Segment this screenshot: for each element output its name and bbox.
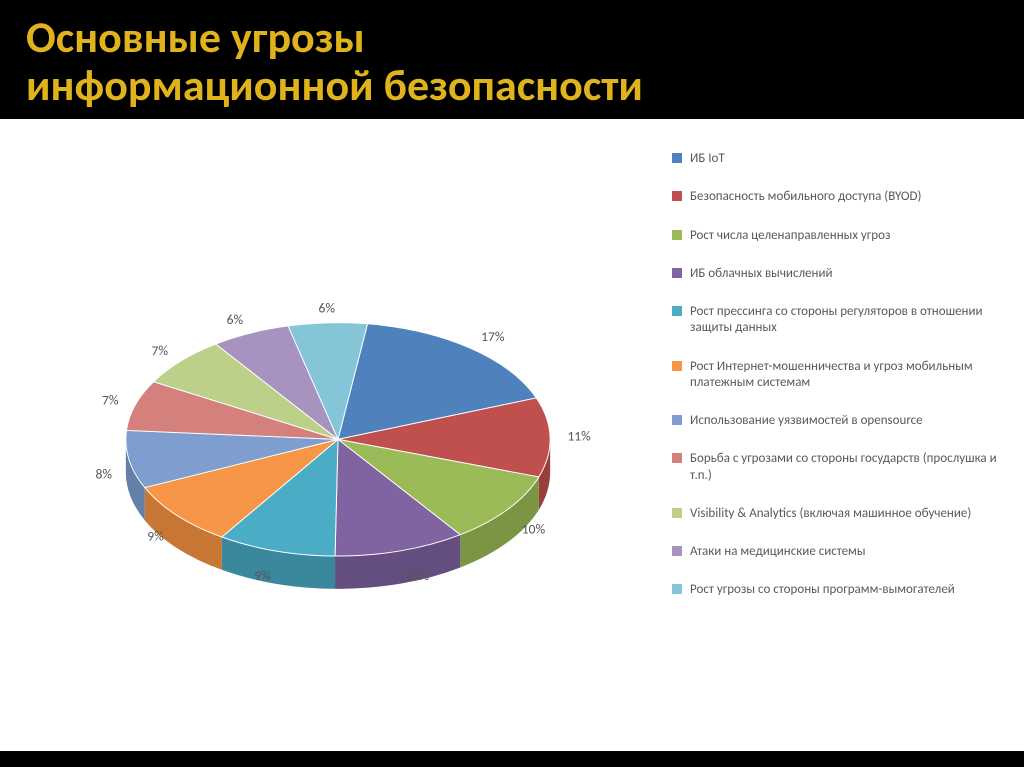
page-title: Основные угрозы информационной безопасно… (26, 14, 998, 109)
legend-swatch (672, 546, 682, 556)
pie-slice-label: 6% (319, 300, 336, 317)
legend-item: Использование уязвимостей в opensource (672, 413, 1002, 429)
legend-label: Рост прессинга со стороны регуляторов в … (690, 304, 1002, 337)
legend-label: Рост угрозы со стороны программ-вымогате… (690, 582, 1002, 598)
title-line-1: Основные угрозы (26, 10, 365, 64)
legend-label: ИБ облачных вычислений (690, 266, 1002, 282)
legend-swatch (672, 191, 682, 201)
legend-swatch (672, 453, 682, 463)
legend-label: Безопасность мобильного доступа (BYOD) (690, 189, 1002, 205)
pie-slice-label: 8% (95, 465, 112, 482)
legend-item: Борьба с угрозами со стороны государств … (672, 451, 1002, 484)
pie-slice-label: 10% (522, 521, 546, 538)
legend-item: Рост числа целенаправленных угроз (672, 228, 1002, 244)
legend-label: Борьба с угрозами со стороны государств … (690, 451, 1002, 484)
pie-slice-label: 7% (102, 392, 119, 409)
title-line-2: информационной безопасности (26, 58, 643, 112)
legend-item: Рост угрозы со стороны программ-вымогате… (672, 582, 1002, 598)
legend-swatch (672, 584, 682, 594)
legend-label: Использование уязвимостей в opensource (690, 413, 1002, 429)
legend-label: Рост числа целенаправленных угроз (690, 228, 1002, 244)
pie-slice-label: 7% (151, 342, 168, 359)
legend-swatch (672, 268, 682, 278)
pie-slice-label: 11% (567, 427, 591, 444)
legend-item: Visibility & Analytics (включая машинное… (672, 506, 1002, 522)
legend-item: ИБ облачных вычислений (672, 266, 1002, 282)
pie-slice-label: 10% (406, 567, 430, 584)
legend-swatch (672, 508, 682, 518)
legend-item: Рост прессинга со стороны регуляторов в … (672, 304, 1002, 337)
pie-slice-label: 9% (147, 527, 164, 544)
pie-slice-label: 9% (254, 567, 271, 584)
legend-label: Рост Интернет-мошенничества и угроз моби… (690, 359, 1002, 392)
legend-label: Visibility & Analytics (включая машинное… (690, 506, 1002, 522)
pie-slice-label: 17% (481, 328, 505, 345)
legend-label: ИБ IoT (690, 151, 1002, 167)
legend-swatch (672, 153, 682, 163)
legend-label: Атаки на медицинские системы (690, 544, 1002, 560)
legend-item: Рост Интернет-мошенничества и угроз моби… (672, 359, 1002, 392)
legend-swatch (672, 230, 682, 240)
legend-item: ИБ IoT (672, 151, 1002, 167)
legend-item: Атаки на медицинские системы (672, 544, 1002, 560)
legend-swatch (672, 361, 682, 371)
pie-chart: 17%11%10%10%9%9%8%7%7%6%6% (68, 179, 548, 659)
header-band: Основные угрозы информационной безопасно… (0, 0, 1024, 119)
legend: ИБ IoT Безопасность мобильного доступа (B… (672, 151, 1002, 621)
chart-panel: 17% 11% 10% 10% 9% 9% 8% 7% 7% 6% 6% ИБ IoT Безопас… (0, 119, 1024, 751)
legend-swatch (672, 415, 682, 425)
pie-slice-label: 6% (227, 311, 244, 328)
legend-item: Безопасность мобильного доступа (BYOD) (672, 189, 1002, 205)
legend-swatch (672, 306, 682, 316)
